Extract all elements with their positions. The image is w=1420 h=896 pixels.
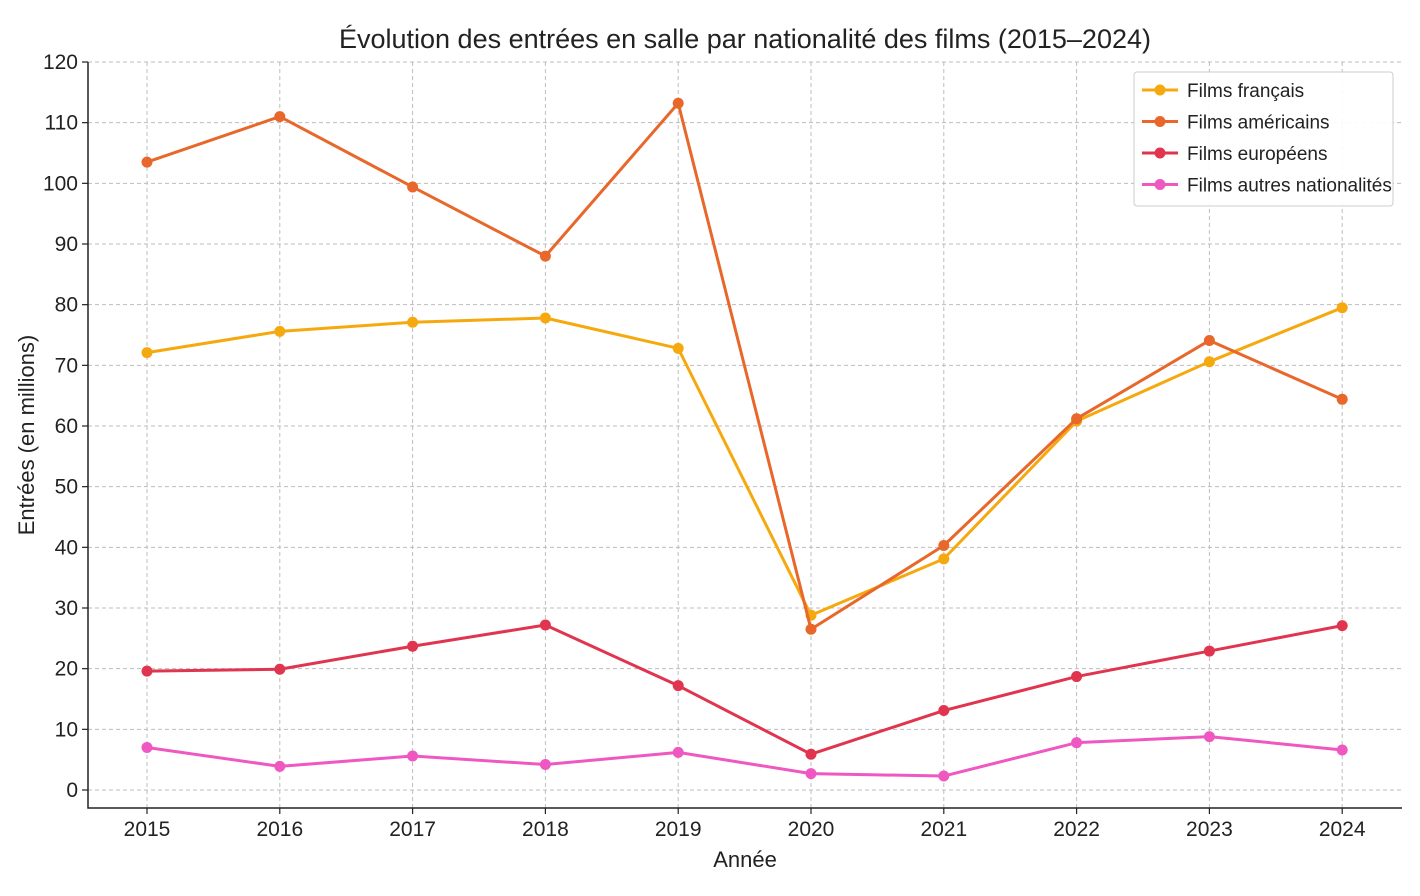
- y-tick-label: 30: [55, 597, 78, 620]
- legend-label: Films américains: [1187, 113, 1330, 134]
- data-point: [805, 623, 817, 635]
- data-point: [274, 663, 286, 675]
- y-tick-label: 110: [45, 112, 78, 135]
- data-point: [1203, 645, 1215, 657]
- data-point: [672, 680, 684, 692]
- data-point: [141, 742, 153, 754]
- data-point: [407, 640, 419, 652]
- data-point: [141, 156, 153, 168]
- legend-item: Films français: [1142, 81, 1304, 102]
- data-point: [141, 665, 153, 677]
- series-line: [146, 101, 1343, 631]
- series-line: [146, 623, 1343, 756]
- series-3: [141, 619, 1348, 760]
- data-point: [1203, 334, 1215, 346]
- data-point: [539, 759, 551, 771]
- y-tick-label: 80: [55, 294, 78, 317]
- y-tick-label: 100: [43, 172, 78, 195]
- y-tick-label: 40: [55, 536, 78, 559]
- data-point: [1203, 731, 1215, 743]
- data-point: [539, 619, 551, 631]
- data-point: [407, 181, 419, 193]
- data-point: [274, 760, 286, 772]
- data-point: [1336, 620, 1348, 632]
- legend-swatch-marker: [1154, 147, 1166, 159]
- data-point: [539, 312, 551, 324]
- x-tick-label: 2020: [788, 818, 835, 841]
- x-tick-label: 2017: [389, 818, 436, 841]
- x-axis-label: Année: [713, 847, 777, 872]
- data-point: [938, 553, 950, 565]
- legend-item: Films européens: [1142, 144, 1327, 165]
- series-2: [141, 97, 1348, 635]
- data-point: [1336, 393, 1348, 405]
- legend-label: Films européens: [1187, 144, 1327, 165]
- legend: Films français Films américains Films euro…: [1133, 71, 1394, 207]
- axes: 0 10 20 30 40 50 60 70 80 90 100 110 120 2015 2016 2017…: [43, 51, 1402, 841]
- data-point: [672, 746, 684, 758]
- data-point: [672, 342, 684, 354]
- x-tick-label: 2021: [920, 818, 967, 841]
- legend-label: Films français: [1187, 81, 1304, 102]
- y-tick-label: 50: [55, 476, 78, 499]
- data-point: [539, 250, 551, 262]
- x-tick-label: 2015: [124, 818, 171, 841]
- legend-swatch-marker: [1154, 179, 1166, 190]
- series-line: [146, 306, 1343, 617]
- data-point: [407, 750, 419, 762]
- data-point: [805, 748, 817, 760]
- data-point: [1071, 413, 1083, 425]
- y-tick-label: 120: [43, 51, 78, 74]
- chart-title: Évolution des entrées en salle par natio…: [339, 24, 1151, 54]
- x-tick-label: 2019: [655, 818, 702, 841]
- y-tick-label: 70: [55, 354, 78, 377]
- data-point: [274, 325, 286, 337]
- data-point: [938, 540, 950, 552]
- x-tick-label: 2024: [1319, 818, 1366, 841]
- y-tick-label: 10: [55, 718, 78, 741]
- data-point: [672, 97, 684, 109]
- data-point: [274, 111, 286, 123]
- series-4: [141, 731, 1348, 782]
- data-point: [407, 316, 419, 328]
- data-point: [1071, 671, 1083, 683]
- data-point: [1336, 744, 1348, 756]
- axis-spines: [87, 62, 1402, 809]
- data-point: [1071, 737, 1083, 749]
- y-tick-label: 90: [55, 233, 78, 256]
- legend-swatch-marker: [1154, 84, 1166, 96]
- legend-item: Films américains: [1142, 113, 1330, 134]
- legend-label: Films autres nationalités: [1187, 176, 1392, 197]
- x-tick-label: 2016: [256, 818, 303, 841]
- data-point: [938, 770, 950, 782]
- y-tick-label: 0: [66, 779, 78, 802]
- legend-frame: [1133, 71, 1394, 207]
- x-tick-label: 2023: [1186, 818, 1233, 841]
- data-point: [141, 347, 153, 359]
- y-tick-label: 60: [55, 415, 78, 438]
- data-point: [805, 768, 817, 780]
- x-tick-label: 2018: [522, 818, 569, 841]
- y-axis-label: Entrées (en millions): [14, 335, 39, 536]
- data-point: [1203, 356, 1215, 368]
- series-lines: [141, 97, 1348, 782]
- data-point: [1336, 302, 1348, 314]
- legend-swatch-marker: [1154, 116, 1166, 127]
- legend-item: Films autres nationalités: [1142, 176, 1392, 197]
- y-tick-label: 20: [55, 658, 78, 681]
- data-point: [938, 705, 950, 717]
- x-tick-label: 2022: [1053, 818, 1100, 841]
- series-line: [146, 735, 1343, 778]
